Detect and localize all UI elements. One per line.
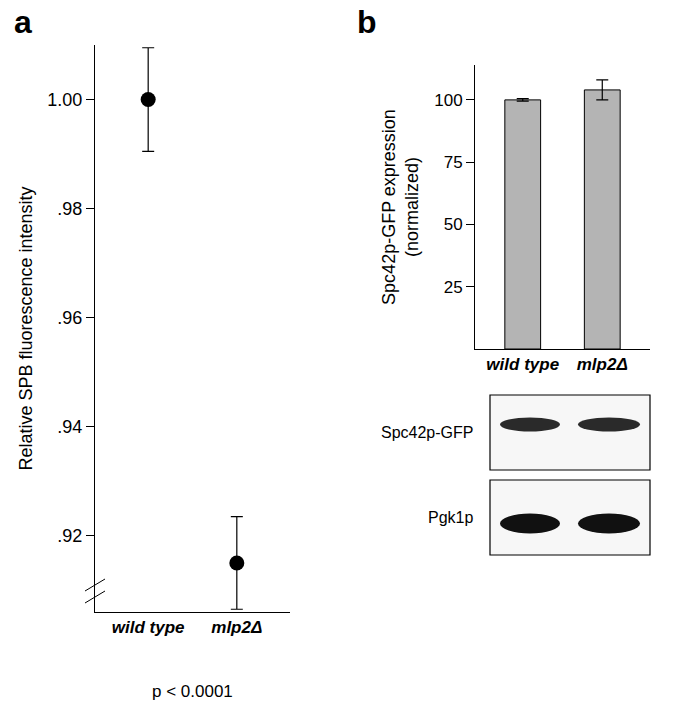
svg-text:100: 100 [434,91,462,110]
svg-text:Spc42p-GFP: Spc42p-GFP [381,424,473,441]
svg-text:Spc42p-GFP expression(normaliz: Spc42p-GFP expression(normalized) [379,109,422,305]
svg-text:p < 0.0001: p < 0.0001 [152,682,233,701]
svg-text:.92: .92 [57,526,82,546]
svg-text:.96: .96 [57,308,82,328]
svg-text:Relative SPB fluorescence inte: Relative SPB fluorescence intensity [16,186,36,470]
svg-text:wild type: wild type [112,618,185,637]
svg-text:1.00: 1.00 [47,90,82,110]
svg-text:50: 50 [444,215,463,234]
svg-text:b: b [357,4,377,40]
svg-text:mlp2Δ: mlp2Δ [577,355,628,374]
svg-text:75: 75 [444,153,463,172]
svg-text:Pgk1p: Pgk1p [428,509,473,526]
svg-text:.98: .98 [57,199,82,219]
svg-text:.94: .94 [57,417,82,437]
svg-text:mlp2Δ: mlp2Δ [211,618,262,637]
svg-text:25: 25 [444,278,463,297]
svg-text:wild type: wild type [486,355,559,374]
svg-text:a: a [14,4,32,40]
